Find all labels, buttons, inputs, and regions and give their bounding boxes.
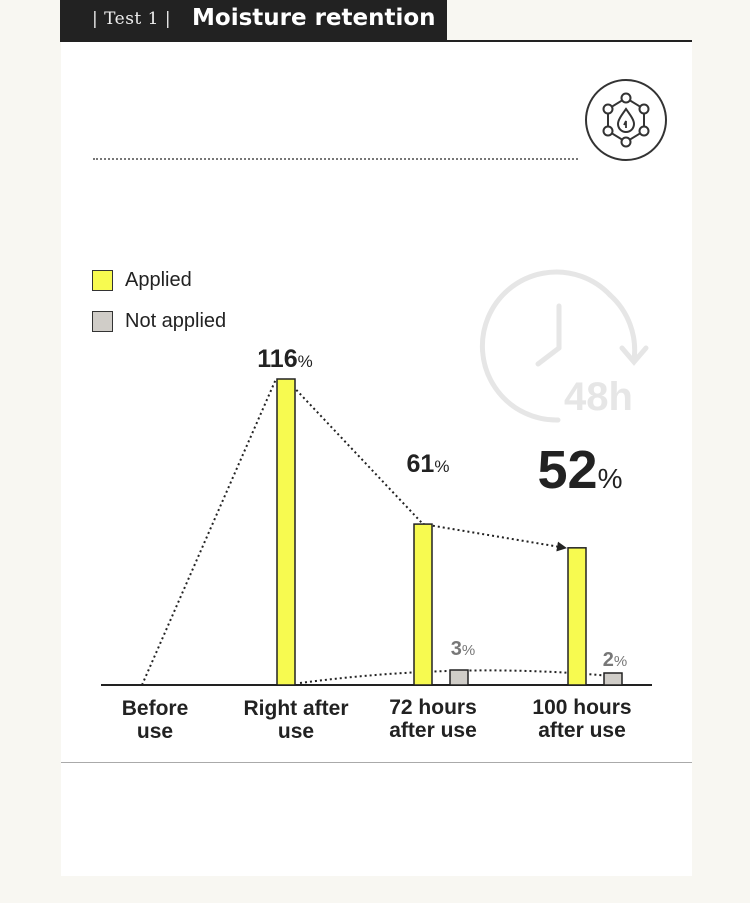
data-label-applied: 116%	[257, 345, 312, 373]
x-tick-label-line: 100 hours	[532, 696, 632, 719]
molecule-droplet-icon	[585, 79, 667, 161]
legend-swatch-applied	[92, 270, 113, 291]
x-tick-label-line: use	[136, 720, 174, 743]
x-tick-label: Right after use	[226, 697, 366, 743]
x-tick-label: Before use	[85, 697, 225, 743]
x-tick-label-line: after use	[538, 719, 626, 742]
header-underline	[60, 40, 692, 42]
x-tick-label-line: use	[277, 720, 315, 743]
header-bar: | Test 1 | Moisture retention	[60, 0, 447, 41]
x-tick-label-line: Right after	[243, 697, 349, 720]
legend-swatch-not-applied	[92, 311, 113, 332]
applied-trend-line	[285, 378, 424, 525]
applied-trend-line	[141, 378, 277, 686]
chart-card	[61, 40, 692, 876]
data-label-applied: 52%	[538, 440, 623, 500]
page-title: Moisture retention	[192, 5, 436, 31]
data-label-applied: 61%	[407, 450, 450, 478]
bottom-divider	[61, 762, 692, 763]
bar-applied	[567, 547, 587, 686]
x-tick-label: 72 hours after use	[363, 696, 503, 742]
x-tick-label-line: 72 hours	[389, 696, 477, 719]
x-tick-label-line: after use	[389, 719, 477, 742]
legend-applied: Applied	[92, 269, 192, 292]
data-label-not-applied: 3%	[451, 638, 475, 660]
legend-label-applied: Applied	[125, 269, 192, 291]
test-tag: | Test 1 |	[92, 9, 172, 29]
bar-not-applied	[449, 669, 469, 686]
x-tick-label: 100 hours after use	[512, 696, 652, 742]
watermark-48h-label: 48h	[564, 375, 633, 419]
applied-trend-line	[422, 523, 567, 552]
bar-applied	[413, 523, 433, 686]
legend-label-not-applied: Not applied	[125, 310, 227, 332]
x-tick-label-line: Before	[121, 697, 189, 720]
bar-not-applied	[603, 672, 623, 686]
bar-applied	[276, 378, 296, 686]
dotted-divider	[93, 158, 578, 160]
clock-48h-icon: 48h	[479, 269, 649, 423]
data-label-not-applied: 2%	[603, 649, 627, 671]
legend-not-applied: Not applied	[92, 310, 226, 333]
